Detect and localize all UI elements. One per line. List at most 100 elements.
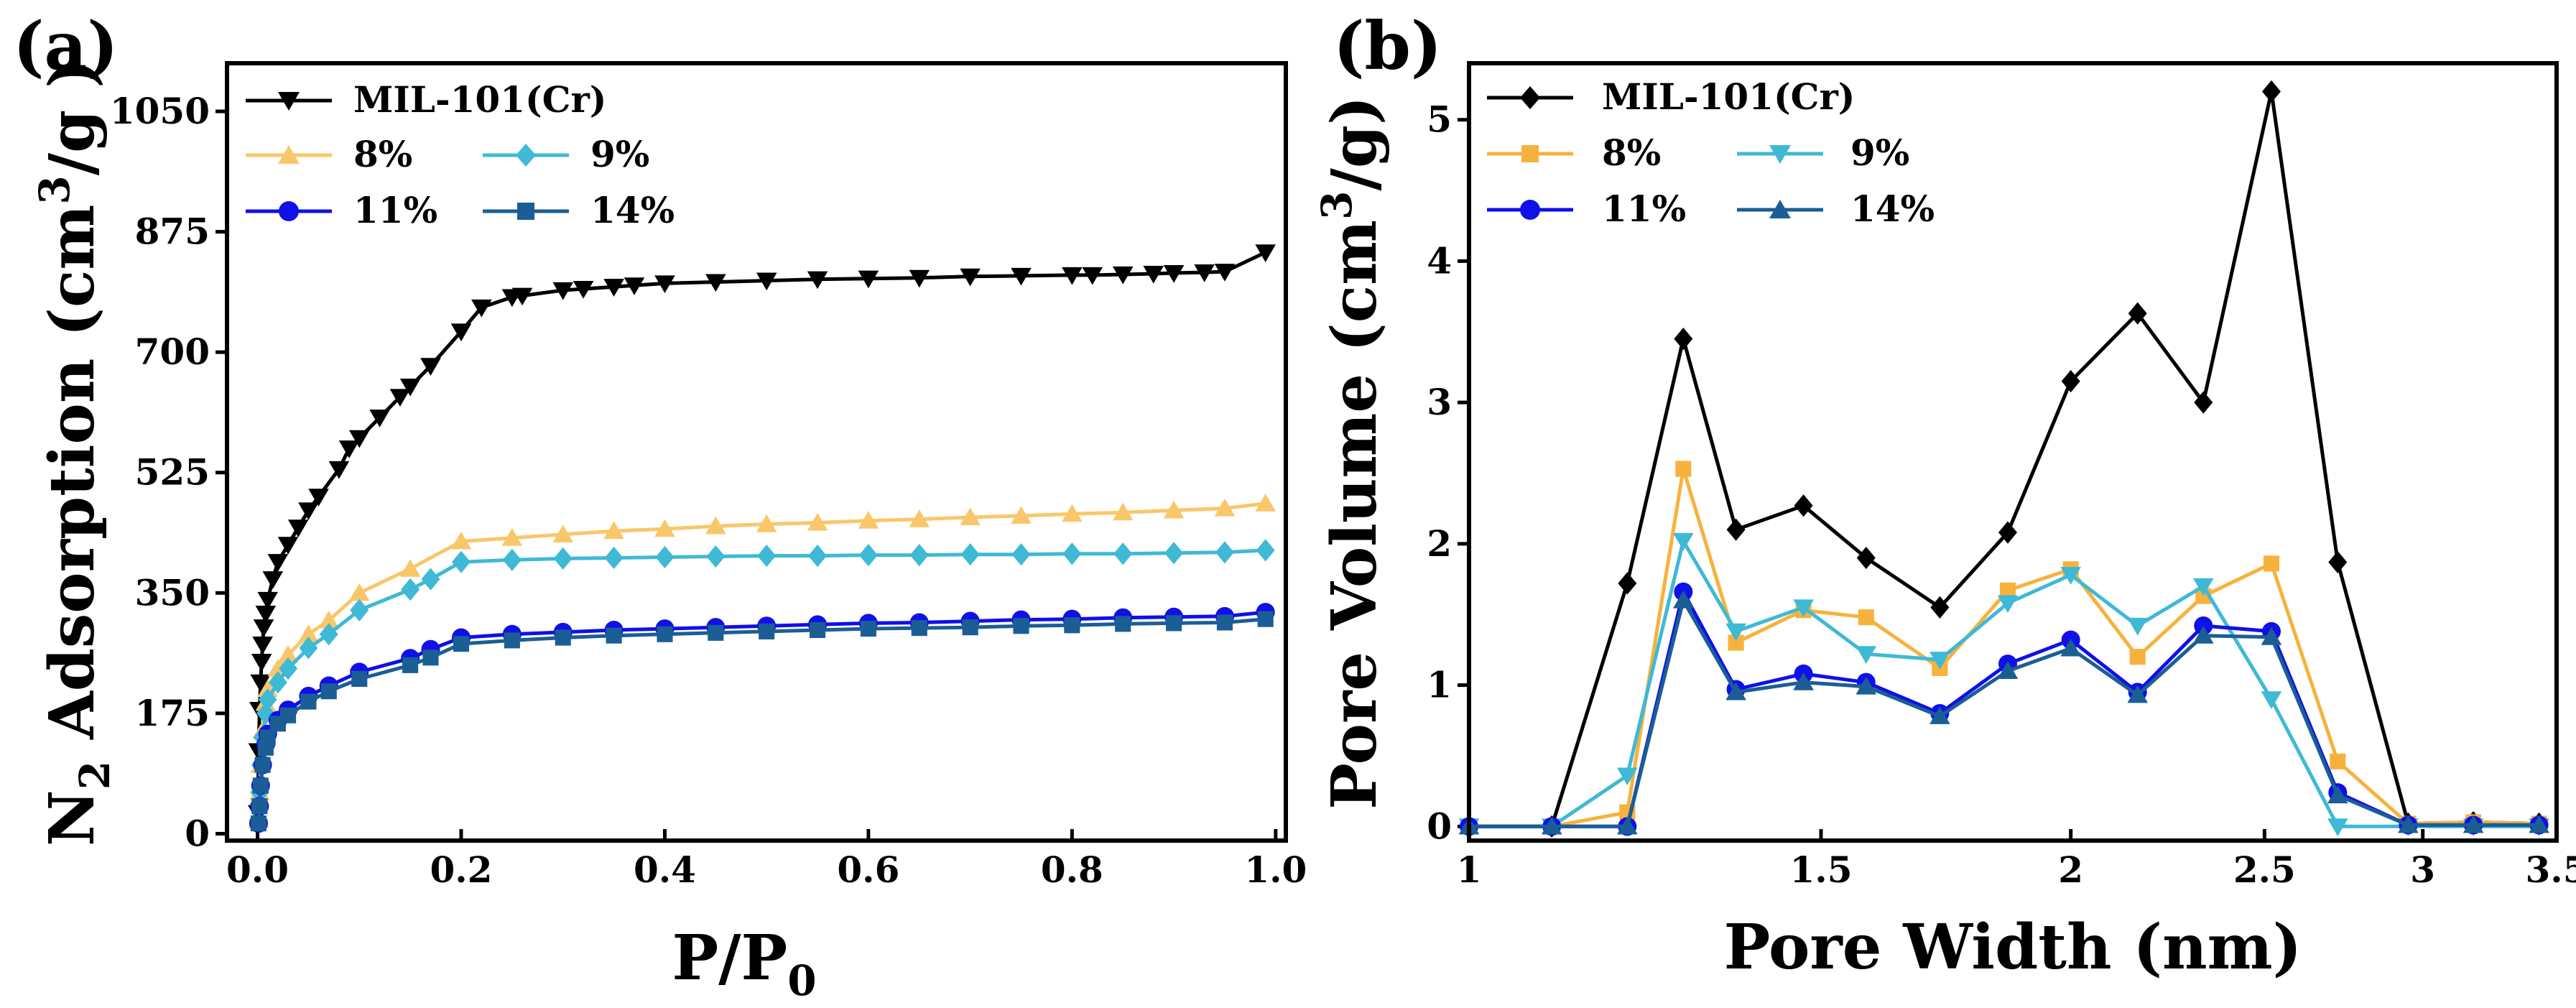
data-point-triangle-up: [501, 528, 523, 546]
data-point-diamond: [1164, 542, 1184, 565]
data-point-triangle-down: [2127, 617, 2148, 636]
legend-marker-triangle-down: [1769, 145, 1791, 164]
legend-item-9pct: 9%: [483, 133, 649, 175]
data-point-triangle-down: [287, 519, 309, 537]
data-point-square: [254, 757, 271, 773]
y-tick-label: 0: [185, 812, 210, 854]
data-point-triangle-down: [348, 430, 370, 448]
data-point-diamond: [1062, 542, 1082, 565]
data-point-diamond: [1998, 521, 2017, 544]
data-point-triangle-down: [1997, 595, 2019, 614]
data-point-triangle-down: [308, 489, 329, 507]
data-point-triangle-down: [262, 571, 284, 589]
data-point-diamond: [706, 545, 726, 568]
data-point-triangle-down: [654, 275, 675, 294]
data-point-diamond: [757, 544, 777, 568]
data-point-triangle-down: [277, 537, 299, 555]
data-point-triangle-down: [705, 274, 726, 292]
data-point-triangle-down: [511, 287, 533, 306]
data-point-diamond: [2194, 391, 2213, 414]
data-point-triangle-down: [338, 440, 360, 458]
data-point-triangle-up: [705, 516, 726, 535]
y-tick-label: 175: [135, 692, 210, 734]
data-point-triangle-up: [1214, 498, 1236, 517]
data-point-triangle-down: [573, 281, 594, 299]
data-point-square: [251, 798, 268, 815]
x-tick-label: 0.8: [1041, 849, 1103, 891]
panel-a-ticks: 0.0 0.2 0.4 0.6 0.8 1.0 0 175 350 525 700 875 1050: [110, 90, 1307, 891]
data-point-square: [402, 657, 419, 673]
data-point-square: [1216, 614, 1233, 631]
data-point-square: [1728, 634, 1744, 651]
data-point-triangle-down: [603, 279, 624, 297]
data-point-square: [1257, 611, 1274, 627]
y-tick-label: 3: [1427, 381, 1452, 423]
data-point-triangle-down: [1112, 266, 1134, 285]
data-point-square: [2330, 753, 2346, 769]
data-point-diamond: [258, 688, 277, 711]
data-point-diamond: [1011, 543, 1031, 566]
data-point-diamond: [2128, 302, 2147, 325]
legend-label: 9%: [1850, 131, 1909, 174]
data-point-triangle-up: [298, 624, 319, 642]
data-point-triangle-up: [2327, 785, 2348, 804]
data-point-triangle-up: [654, 519, 675, 537]
data-point-square: [504, 632, 520, 649]
data-point-triangle-up: [960, 507, 981, 526]
data-point-diamond: [299, 637, 318, 660]
series-14-: [1458, 590, 2549, 835]
series-mil-101-cr-: [1460, 80, 2549, 838]
data-point-diamond: [279, 657, 298, 680]
legend-marker-triangle-down: [278, 92, 300, 111]
data-point-triangle-down: [257, 591, 278, 610]
data-point-triangle-down: [2192, 578, 2214, 596]
y-tick-label: 1: [1427, 664, 1452, 706]
data-point-triangle-up: [1673, 590, 1694, 609]
data-point-triangle-up: [552, 524, 574, 542]
legend-label: MIL-101(Cr): [353, 78, 606, 121]
data-point-triangle-up: [1617, 816, 1638, 835]
data-point-square: [2263, 555, 2280, 572]
data-point-triangle-down: [2327, 818, 2348, 836]
y-tick-label: 5: [1427, 98, 1452, 141]
data-point-triangle-down: [369, 410, 390, 427]
data-point-square: [250, 815, 267, 832]
data-point-triangle-up: [2529, 815, 2549, 833]
data-point-triangle-down: [1194, 264, 1215, 282]
data-point-triangle-down: [1793, 599, 1814, 618]
y-tick-label: 0: [1427, 805, 1452, 847]
x-tick-label: 2: [2058, 849, 2083, 891]
data-point-triangle-up: [318, 610, 340, 629]
data-point-diamond: [655, 545, 675, 569]
data-point-triangle-down: [1617, 767, 1638, 786]
data-point-diamond: [1215, 541, 1234, 564]
legend-marker-square: [1521, 145, 1539, 162]
data-point-square: [1166, 615, 1182, 632]
data-point-triangle-down: [471, 299, 492, 318]
data-point-triangle-down: [2261, 691, 2282, 709]
data-point-triangle-down: [1143, 265, 1164, 284]
data-point-triangle-down: [2060, 567, 2081, 585]
panel-a-label: (a): [13, 7, 119, 85]
data-point-square: [453, 636, 470, 652]
data-point-square: [2129, 649, 2146, 665]
y-tick-label: 2: [1427, 522, 1452, 565]
panel-b-y-axis-title: Pore Volume (cm3/g): [1312, 96, 1391, 809]
panel-a: (a) 0.0 0.2 0.4 0.6 0.8 1.0 0 175 350 525 700 875 10…: [13, 7, 1307, 1005]
data-point-triangle-up: [2261, 627, 2282, 645]
data-point-triangle-down: [1929, 652, 1950, 670]
data-point-triangle-down: [255, 605, 277, 624]
data-point-triangle-up: [2127, 685, 2148, 703]
data-point-diamond: [256, 702, 275, 725]
data-point-square: [1675, 461, 1692, 477]
data-point-triangle-down: [1255, 244, 1276, 262]
data-point-diamond: [451, 550, 471, 573]
data-point-triangle-up: [858, 511, 879, 529]
data-point-square: [911, 620, 927, 637]
data-point-triangle-down: [399, 378, 421, 397]
data-point-square: [809, 621, 826, 639]
data-point-triangle-down: [1214, 264, 1236, 282]
data-point-triangle-down: [858, 270, 879, 289]
data-point-square: [351, 670, 368, 688]
